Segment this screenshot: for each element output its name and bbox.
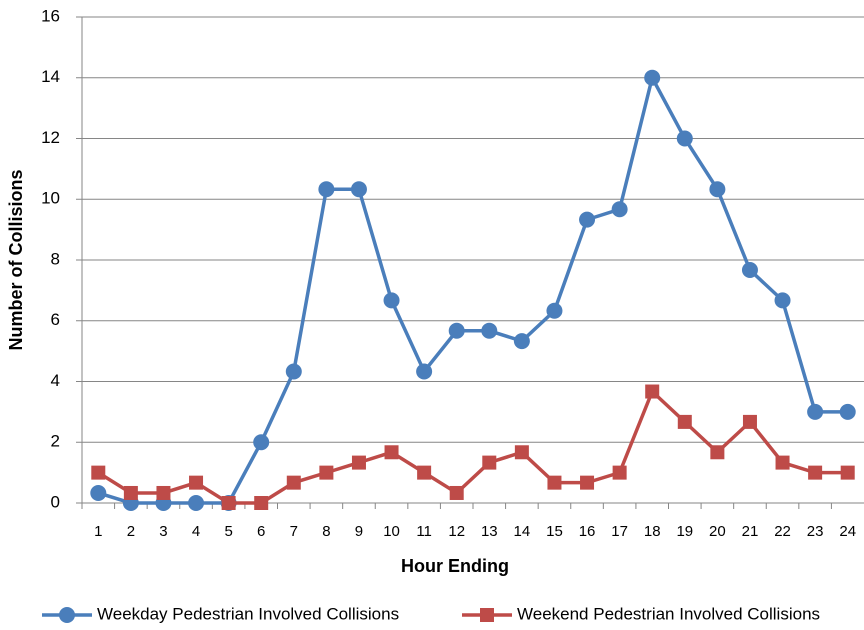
x-tick-label: 15 xyxy=(546,523,563,540)
x-tick-label: 3 xyxy=(159,523,167,540)
x-tick-label: 11 xyxy=(416,523,432,540)
data-point xyxy=(416,363,433,380)
data-point xyxy=(611,201,628,218)
x-tick-label: 10 xyxy=(383,523,400,540)
x-tick-label: 24 xyxy=(839,523,856,540)
x-tick-label: 4 xyxy=(192,523,200,540)
x-tick-label: 2 xyxy=(127,523,135,540)
data-point xyxy=(351,455,366,470)
data-point xyxy=(91,465,106,480)
x-tick-label: 14 xyxy=(514,523,531,540)
x-tick-label: 17 xyxy=(611,523,628,540)
data-point xyxy=(644,69,661,86)
y-tick-label: 0 xyxy=(51,492,60,511)
y-tick-label: 2 xyxy=(51,432,60,451)
data-point xyxy=(676,130,693,147)
data-point xyxy=(188,495,205,511)
data-point xyxy=(221,496,236,510)
data-point xyxy=(547,475,562,490)
data-point xyxy=(513,333,530,350)
x-tick-label: 20 xyxy=(709,523,726,540)
x-tick-label: 18 xyxy=(644,523,661,540)
data-point xyxy=(514,445,529,460)
y-tick-label: 12 xyxy=(41,128,60,147)
y-tick-label: 8 xyxy=(51,249,60,268)
y-tick-label: 4 xyxy=(51,371,60,390)
y-tick-label: 14 xyxy=(41,67,60,86)
data-point xyxy=(350,181,367,198)
y-tick-label: 16 xyxy=(41,6,60,25)
data-point xyxy=(645,384,660,399)
data-point xyxy=(839,403,856,420)
y-tick-label: 10 xyxy=(41,189,60,208)
x-tick-label: 21 xyxy=(742,523,759,540)
x-tick-label: 23 xyxy=(807,523,824,540)
x-axis-title: Hour Ending xyxy=(401,556,509,576)
data-point xyxy=(546,302,563,319)
legend-label: Weekend Pedestrian Involved Collisions xyxy=(517,604,820,623)
data-point xyxy=(384,445,399,460)
x-tick-label: 19 xyxy=(676,523,693,540)
data-point xyxy=(840,465,855,480)
data-point xyxy=(319,465,334,480)
data-point xyxy=(417,465,432,480)
legend-marker xyxy=(480,608,494,622)
data-point xyxy=(383,292,400,309)
data-point xyxy=(189,475,204,490)
x-tick-label: 5 xyxy=(224,523,232,540)
series-line xyxy=(97,72,848,505)
data-point xyxy=(449,485,464,500)
x-tick-label: 1 xyxy=(94,523,102,540)
legend-marker xyxy=(59,607,75,623)
legend-label: Weekday Pedestrian Involved Collisions xyxy=(97,604,399,623)
series-line xyxy=(97,388,848,505)
x-tick-label: 9 xyxy=(355,523,363,540)
x-tick-label: 7 xyxy=(290,523,298,540)
data-point xyxy=(285,363,302,380)
data-point xyxy=(448,322,465,339)
data-point xyxy=(677,414,692,429)
data-point xyxy=(123,485,138,500)
data-point xyxy=(807,403,824,420)
x-tick-label: 22 xyxy=(774,523,791,540)
data-point xyxy=(156,485,171,500)
x-tick-label: 13 xyxy=(481,523,498,540)
data-point xyxy=(612,465,627,480)
data-point xyxy=(286,475,301,490)
data-point xyxy=(774,292,791,309)
data-point xyxy=(775,455,790,470)
data-point xyxy=(741,262,758,279)
data-point xyxy=(579,211,596,228)
data-point xyxy=(709,181,726,198)
data-point xyxy=(482,455,497,470)
data-point xyxy=(90,484,107,501)
x-tick-label: 6 xyxy=(257,523,265,540)
data-point xyxy=(742,414,757,429)
y-axis-title: Number of Collisions xyxy=(6,169,26,350)
y-tick-label: 6 xyxy=(51,310,60,329)
x-tick-label: 16 xyxy=(579,523,596,540)
data-point xyxy=(580,475,595,490)
data-point xyxy=(808,465,823,480)
data-point xyxy=(318,181,335,198)
x-tick-label: 8 xyxy=(322,523,330,540)
x-tick-label: 12 xyxy=(448,523,465,540)
data-point xyxy=(481,322,498,339)
data-point xyxy=(254,496,269,510)
data-point xyxy=(710,445,725,460)
data-point xyxy=(253,434,270,451)
